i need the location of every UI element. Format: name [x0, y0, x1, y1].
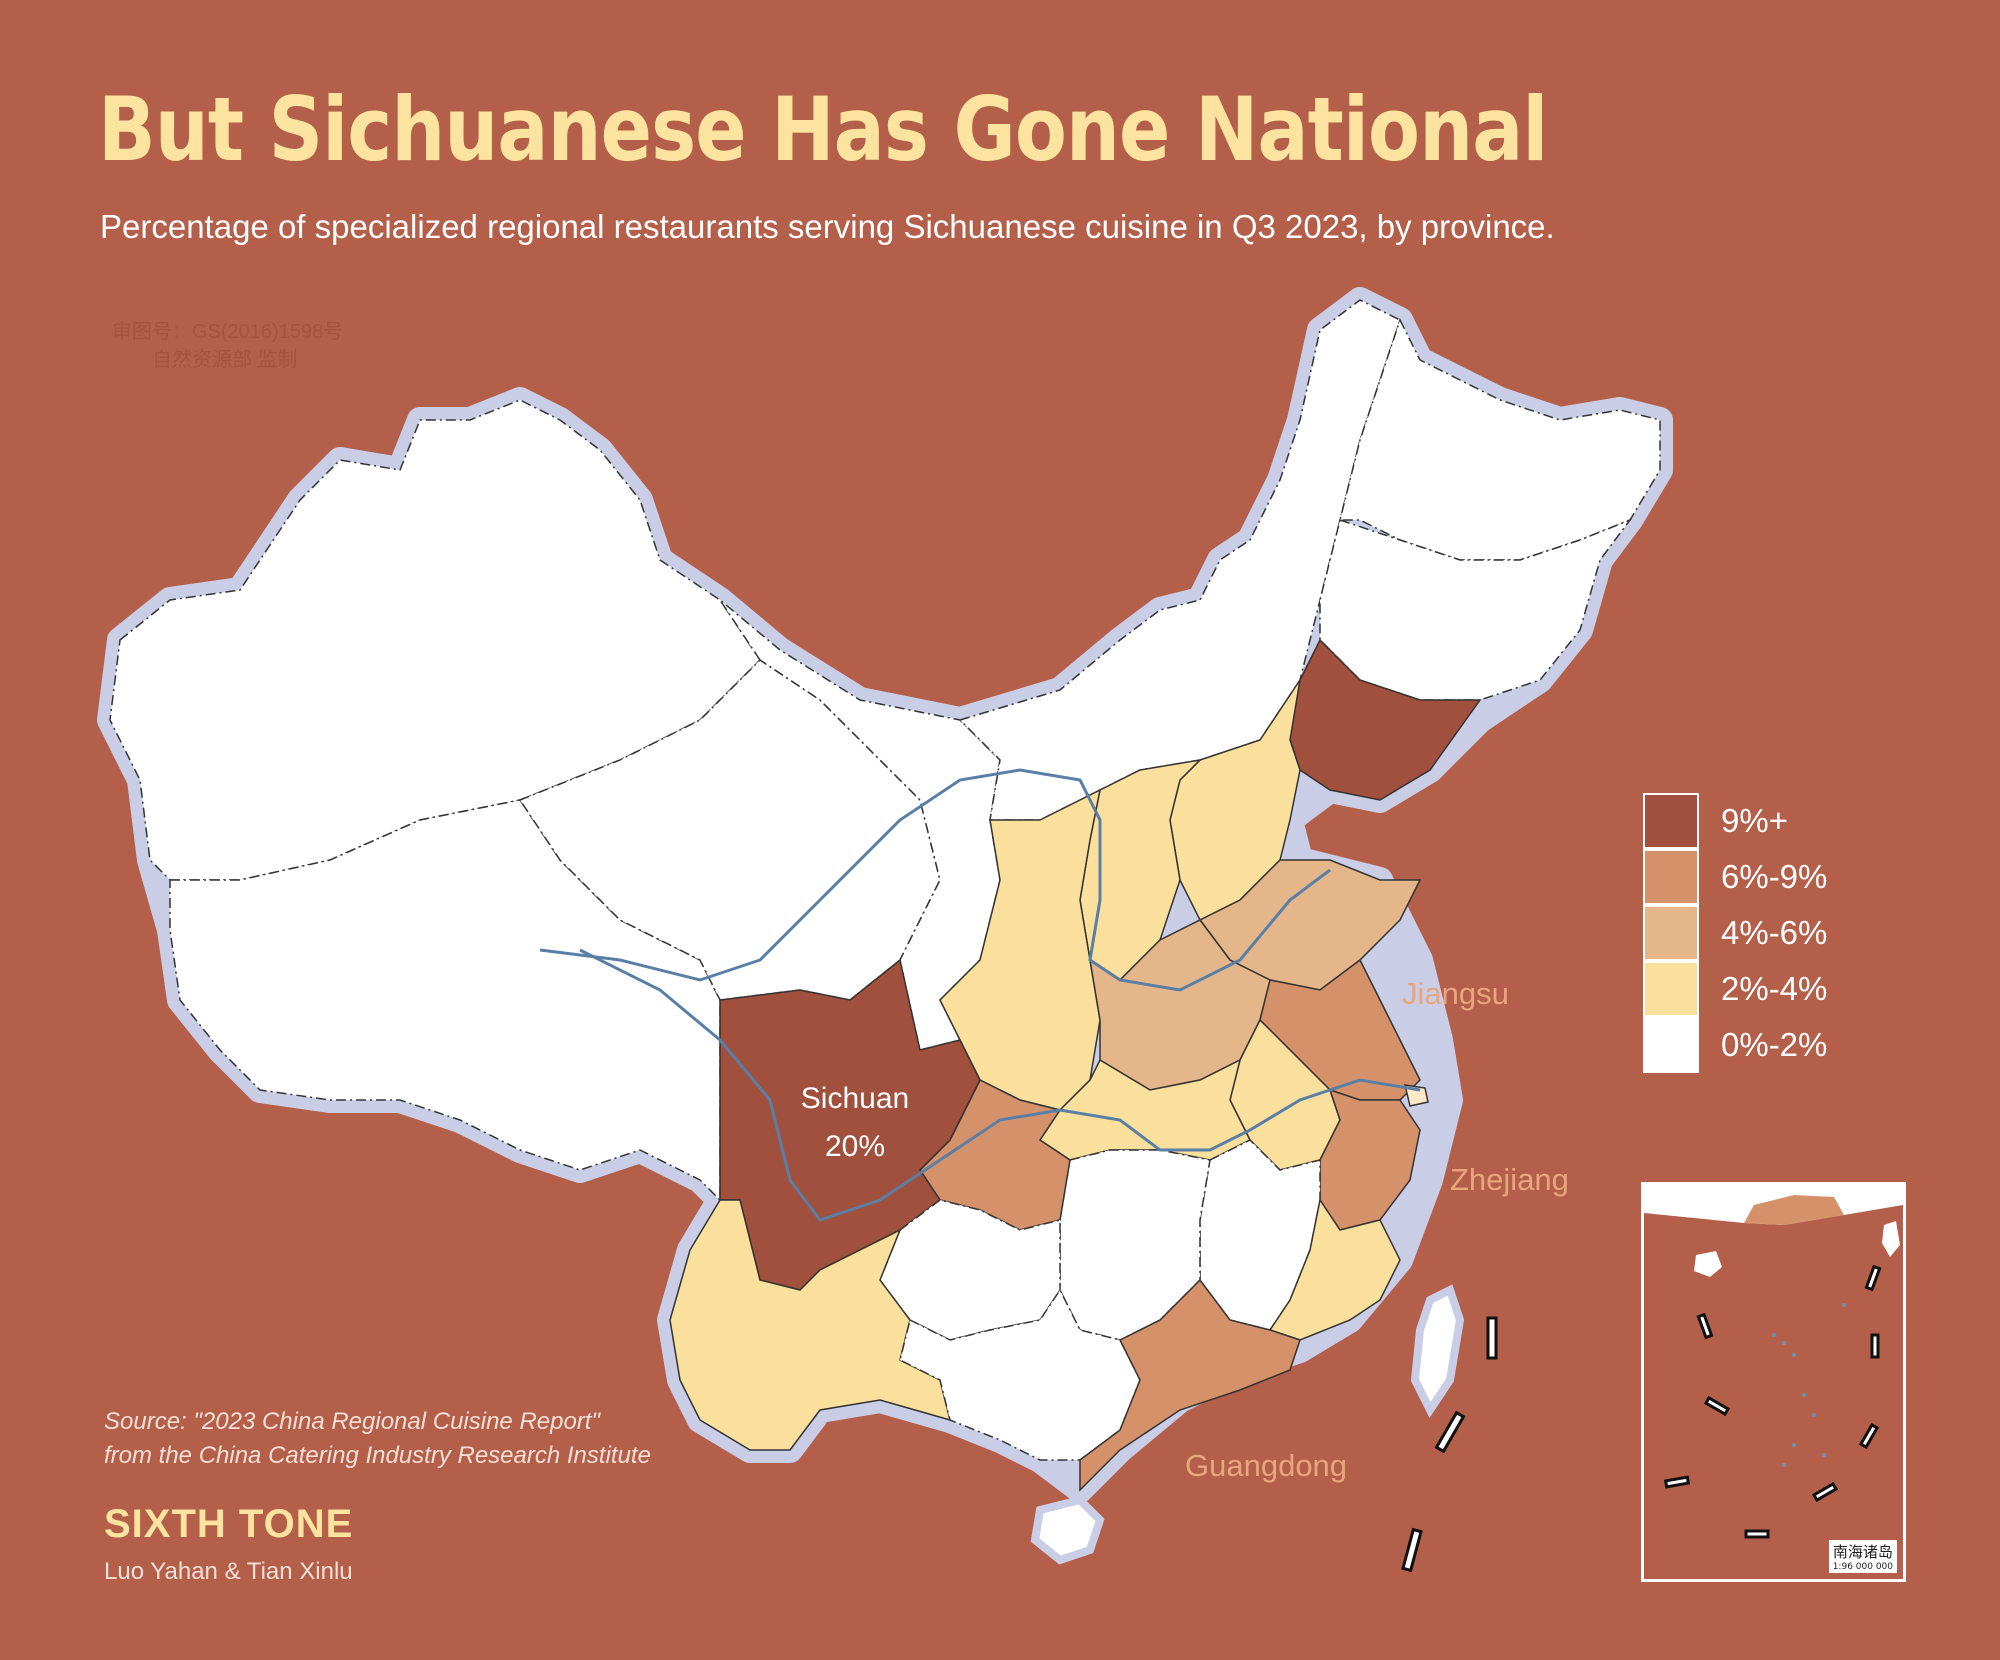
guangdong-callout: Guangdong [1185, 1448, 1348, 1483]
inset-hainan [1694, 1251, 1722, 1277]
author-credit: Luo Yahan & Tian Xinlu [104, 1558, 353, 1585]
inset-taiwan [1882, 1221, 1900, 1257]
inset-scale: 1:96 000 000 [1832, 1562, 1893, 1572]
sichuan-name-label: Sichuan [801, 1082, 909, 1115]
province-xinjiang [109, 399, 761, 881]
island-boundary-markers [1401, 1316, 1498, 1573]
inset-islands [1772, 1303, 1846, 1467]
province-guangdong [1079, 1278, 1301, 1492]
province-hainan [1030, 1495, 1105, 1565]
legend-item: 2%-4% [1643, 961, 1883, 1017]
legend-swatch [1643, 1017, 1699, 1073]
province-heilongjiang [1339, 318, 1661, 561]
yellow-river [539, 768, 1331, 992]
chart-subtitle: Percentage of specialized regional resta… [100, 208, 1555, 245]
sichuan-value-label: 20% [825, 1130, 885, 1163]
map-legend: 9%+ 6%-9% 4%-6% 2%-4% 0%-2% [1643, 793, 1883, 1073]
province-fujian [1268, 1198, 1401, 1341]
legend-swatch [1643, 961, 1699, 1017]
legend-label: 2%-4% [1721, 970, 1828, 1007]
legend-swatch [1643, 849, 1699, 905]
watermark-line-1: 审图号：GS(2016)1598号 [112, 321, 344, 343]
inset-title: 南海诸岛 1:96 000 000 [1828, 1540, 1897, 1573]
watermark-line-2: 自然资源部 监制 [152, 349, 298, 371]
province-taiwan [1410, 1284, 1465, 1418]
legend-swatch [1643, 793, 1699, 849]
legend-item: 9%+ [1643, 793, 1883, 849]
inset-name: 南海诸岛 [1832, 1543, 1893, 1561]
legend-label: 6%-9% [1721, 858, 1828, 895]
source-line-2: from the China Catering Industry Researc… [104, 1442, 651, 1469]
legend-label: 9%+ [1721, 802, 1788, 839]
province-tibet [169, 799, 721, 1202]
jiangsu-callout: Jiangsu [1402, 976, 1509, 1011]
zhejiang-callout: Zhejiang [1450, 1162, 1569, 1197]
source-line-1: Source: "2023 China Regional Cuisine Rep… [104, 1408, 600, 1435]
legend-swatch [1643, 905, 1699, 961]
province-shanghai [1404, 1084, 1429, 1107]
inset-dashed-line [1663, 1264, 1882, 1539]
legend-label: 0%-2% [1721, 1026, 1828, 1063]
source-note: Source: "2023 China Regional Cuisine Rep… [104, 1405, 651, 1473]
legend-item: 6%-9% [1643, 849, 1883, 905]
map-approval-watermark: 审图号：GS(2016)1598号 自然资源部 监制 [112, 318, 343, 374]
south-china-sea-inset: 南海诸岛 1:96 000 000 [1641, 1182, 1906, 1582]
yangtze-river [579, 948, 1421, 1222]
legend-label: 4%-6% [1721, 914, 1828, 951]
province-guangxi [899, 1288, 1141, 1461]
inset-map [1644, 1185, 1903, 1539]
sixth-tone-logo: SIXTH TONE [104, 1502, 354, 1546]
legend-item: 0%-2% [1643, 1017, 1883, 1073]
chart-title: But Sichuanese Has Gone National [98, 78, 1548, 181]
legend-item: 4%-6% [1643, 905, 1883, 961]
inset-guangdong [1744, 1195, 1844, 1225]
